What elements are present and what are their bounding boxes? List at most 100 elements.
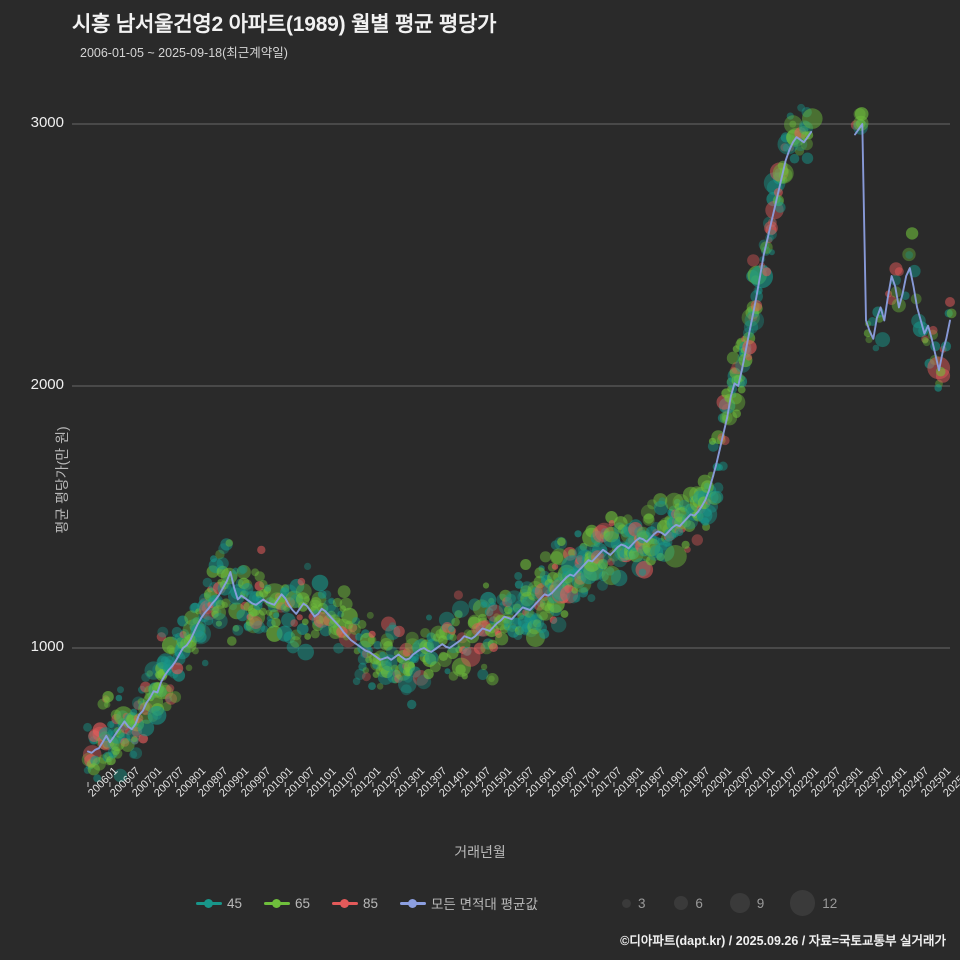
bubble-point [304,633,312,640]
bubble-point [130,736,139,745]
bubble-point [243,621,253,631]
size-legend-label: 6 [695,895,703,911]
bubble-point [211,605,227,620]
bubble-point [640,504,656,520]
bubble-point [333,643,344,654]
bubble-point [146,670,153,677]
bubble-point [532,586,539,594]
bubble-point [169,691,182,703]
legend-item-3[interactable]: 85 [332,888,378,918]
bubble-point [551,617,567,633]
bubble-point [726,351,740,365]
bubble-point [368,630,376,638]
bubble-point [358,662,367,671]
bubble-point [254,571,265,582]
bubble-point [539,611,548,621]
bubble-point [642,513,655,526]
bubble-point [567,590,580,604]
bubble-point [273,612,280,619]
size-legend-label: 3 [638,895,646,911]
bubble-point [691,534,703,546]
bubble-point [290,636,302,648]
bubble-point [257,545,266,555]
bubble-point [215,549,225,560]
bubble-point [387,669,402,684]
bubble-point [528,614,545,630]
bubble-point [681,540,690,549]
bubble-point [196,600,209,613]
bubble-point [162,664,173,674]
bubble-point [591,542,608,559]
x-tick-marks [87,782,944,787]
bubble-point [232,567,239,575]
bubble-point [800,137,813,151]
bubble-point [727,393,746,412]
bubble-point [264,584,272,592]
bubble-point [737,385,746,394]
bubble-point [157,626,169,638]
bubble-point [407,699,417,710]
bubble-point [165,696,173,703]
bubble-point [381,616,396,632]
bubble-point [203,616,214,626]
bubble-point [551,563,559,570]
legend-item-1[interactable]: 45 [196,888,242,918]
bubble-point [945,297,955,307]
bubble-point [357,619,367,629]
average-line [87,123,951,754]
legend-item-2[interactable]: 65 [264,888,310,918]
bubble-point [935,366,946,377]
bubble-point [372,671,380,678]
bubble-point [514,572,523,580]
bubble-point [683,520,696,532]
bubble-point [744,311,765,331]
bubble-point [113,768,128,783]
y-tick-label: 1000 [30,638,64,655]
bubble-point [120,737,130,747]
bubble-point [227,636,237,646]
bubble-point [872,344,880,352]
bubble-point [407,661,415,669]
bubble-point [732,409,741,419]
bubble-point [611,569,628,587]
bubble-point [104,752,113,761]
legend-item-4[interactable]: 모든 면적대 평균값 [400,888,538,918]
bubble-point [797,103,805,112]
bubble-point [504,605,513,615]
bubble-point [167,670,174,677]
bubble-point [564,584,574,594]
bubble-point [297,643,315,661]
bubble-point [520,581,534,594]
bubble-point [349,623,361,635]
bubble-point [703,508,712,517]
bubble-point [513,631,523,640]
bubble-point [710,490,724,504]
bubble-point [137,719,155,737]
bubble-point [531,587,544,600]
bubble-point [147,706,167,725]
bubble-point [158,684,174,700]
bubble-point [587,594,596,603]
bubble-point [715,464,723,471]
bubble-point [489,643,499,652]
size-legend-item-3: 3 [622,888,646,918]
size-legend-dot [674,895,689,911]
bubble-point [304,562,312,571]
bubble-point [295,592,310,606]
bubble-point [296,614,303,621]
bubble-point [238,565,248,574]
size-legend-dot [790,890,816,916]
bubble-point [236,565,251,580]
bubble-point [868,317,877,326]
bubble-point [452,600,470,618]
bubble-point [477,669,489,680]
x-axis-title: 거래년월 [454,844,506,860]
bubble-point [638,568,647,576]
bubble-point [117,686,124,694]
y-tick-label: 2000 [30,376,64,393]
bubble-point [453,590,463,600]
bubble-point [166,684,175,693]
bubble-point [297,577,306,586]
